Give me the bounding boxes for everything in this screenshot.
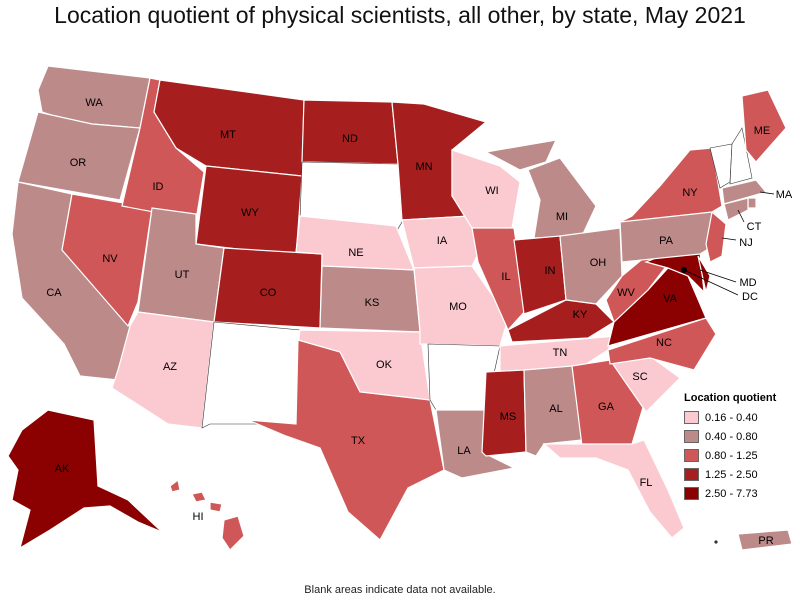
- label-ca: CA: [46, 287, 62, 299]
- legend-swatch: [684, 411, 699, 424]
- label-id: ID: [153, 181, 164, 193]
- label-ma: MA: [776, 189, 793, 201]
- label-nv: NV: [102, 253, 118, 265]
- label-ms: MS: [500, 411, 517, 423]
- state-hi-1: [169, 478, 181, 493]
- label-tn: TN: [553, 347, 568, 359]
- state-il: [471, 227, 527, 332]
- label-wi: WI: [485, 185, 498, 197]
- state-sd: [299, 161, 403, 233]
- label-pr: PR: [758, 535, 773, 547]
- label-oh: OH: [590, 257, 607, 269]
- legend-row: 2.50 - 7.73: [684, 484, 796, 503]
- state-ct: [723, 197, 749, 221]
- legend-label: 2.50 - 7.73: [705, 487, 758, 500]
- label-il: IL: [501, 271, 510, 283]
- label-in: IN: [545, 265, 556, 277]
- state-ms: [481, 369, 527, 457]
- state-ny: [619, 147, 723, 223]
- label-la: LA: [457, 445, 471, 457]
- label-ne: NE: [348, 247, 363, 259]
- legend-row: 0.40 - 0.80: [684, 427, 796, 446]
- label-wa: WA: [85, 97, 103, 109]
- legend-swatch: [684, 487, 699, 500]
- label-co: CO: [260, 287, 277, 299]
- label-ga: GA: [598, 401, 615, 413]
- label-hi: HI: [193, 511, 204, 523]
- label-tx: TX: [351, 435, 366, 447]
- legend-swatch: [684, 449, 699, 462]
- state-ma: [721, 179, 768, 205]
- legend-title: Location quotient: [684, 392, 777, 404]
- state-tn: [499, 335, 618, 373]
- label-ak: AK: [55, 463, 70, 475]
- label-va: VA: [663, 293, 678, 305]
- label-ok: OK: [376, 359, 393, 371]
- label-nc: NC: [656, 337, 672, 349]
- state-nh: [729, 127, 753, 185]
- legend-label: 1.25 - 2.50: [705, 468, 758, 481]
- label-ct: CT: [747, 221, 762, 233]
- state-hi-3: [209, 501, 223, 513]
- label-ia: IA: [437, 235, 448, 247]
- label-mn: MN: [415, 161, 432, 173]
- footnote: Blank areas indicate data not available.: [304, 584, 496, 596]
- state-ri: [747, 197, 757, 209]
- label-md: MD: [739, 277, 756, 289]
- legend: Location quotient 0.16 - 0.40 0.40 - 0.8…: [684, 392, 796, 503]
- state-me: [741, 89, 787, 163]
- leader-lines: [683, 191, 775, 296]
- label-ny: NY: [682, 187, 698, 199]
- state-hi-2: [191, 491, 207, 503]
- label-mt: MT: [220, 129, 236, 141]
- state-oh: [559, 227, 623, 305]
- legend-swatch: [684, 468, 699, 481]
- label-dc: DC: [742, 291, 758, 303]
- state-nm: [201, 321, 301, 429]
- label-wy: WY: [241, 207, 259, 219]
- label-al: AL: [549, 403, 562, 415]
- label-fl: FL: [640, 477, 653, 489]
- label-pa: PA: [659, 235, 674, 247]
- label-wv: WV: [617, 287, 635, 299]
- legend-row: 0.16 - 0.40: [684, 408, 796, 427]
- legend-label: 0.80 - 1.25: [705, 449, 758, 462]
- state-hi-4: [221, 515, 245, 551]
- legend-row: 0.80 - 1.25: [684, 446, 796, 465]
- label-mi: MI: [556, 211, 568, 223]
- map-title: Location quotient of physical scientists…: [54, 2, 746, 28]
- label-me: ME: [754, 125, 771, 137]
- state-or: [17, 111, 141, 201]
- state-de: [697, 255, 711, 293]
- label-or: OR: [70, 157, 87, 169]
- legend-swatch: [684, 430, 699, 443]
- label-mo: MO: [449, 301, 467, 313]
- label-az: AZ: [163, 361, 177, 373]
- state-nd: [301, 99, 399, 165]
- label-ut: UT: [175, 269, 190, 281]
- label-nd: ND: [342, 133, 358, 145]
- legend-label: 0.16 - 0.40: [705, 411, 758, 424]
- state-pr: [737, 529, 793, 551]
- pr-islet: [714, 540, 718, 544]
- state-ak: [7, 409, 163, 550]
- legend-row: 1.25 - 2.50: [684, 465, 796, 484]
- legend-label: 0.40 - 0.80: [705, 430, 758, 443]
- label-ky: KY: [573, 309, 588, 321]
- state-tx: [247, 339, 445, 541]
- state-fl: [542, 439, 685, 539]
- state-nj: [705, 210, 727, 263]
- label-ks: KS: [365, 297, 380, 309]
- label-nj: NJ: [739, 237, 752, 249]
- label-sc: SC: [632, 371, 647, 383]
